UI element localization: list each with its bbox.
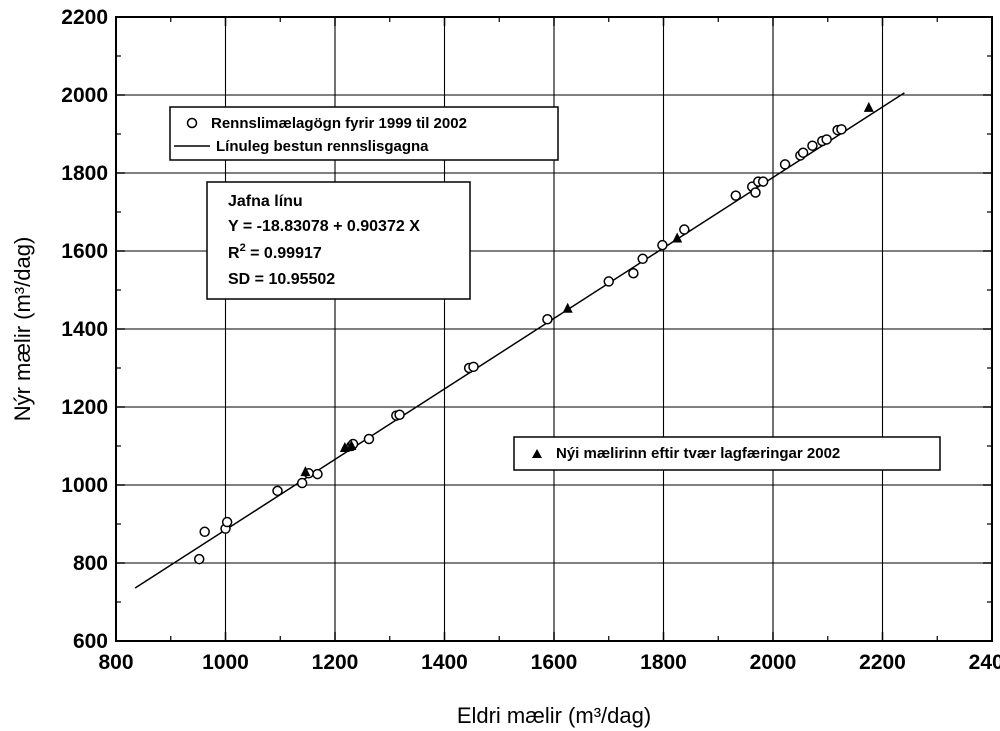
circle-data-point [657,239,668,251]
triangle-data-point [346,440,357,450]
data-points-layer [193,101,874,565]
x-tick-label: 2200 [859,651,906,674]
y-tick-label: 2000 [61,84,108,107]
filled-triangle-icon [532,449,542,458]
x-tick-label: 1400 [421,651,468,674]
legend-label-fit-line: Línuleg bestun rennslisgagna [216,138,429,155]
axis-tick-labels: 8001000120014001600180020002200240060080… [61,6,1000,674]
triangle-data-point [863,101,874,112]
triangle-data-point [300,466,311,477]
standard-deviation: SD = 10.95502 [228,271,335,288]
circle-data-point [363,433,375,445]
y-tick-label: 800 [73,552,108,575]
circle-data-point [730,190,742,201]
r-squared: R2 = 0.99917 [228,242,322,262]
y-tick-label: 1800 [61,162,108,185]
circle-data-point [272,485,283,497]
circle-data-point [679,224,690,235]
circle-data-point [542,314,553,325]
circle-data-point [637,253,648,265]
y-tick-label: 1200 [61,396,108,419]
y-axis-title: Nýr mælir (m³/dag) [10,237,35,422]
triangle-data-point [672,232,683,243]
circle-data-point [468,361,479,373]
x-tick-label: 800 [98,651,133,674]
circle-data-point [628,267,639,279]
axis-ticks [115,16,993,642]
x-tick-label: 1000 [202,651,249,674]
x-tick-label: 1200 [312,651,359,674]
equation-box: Jafna línu Y = -18.83078 + 0.90372 X R2 … [206,181,471,300]
x-tick-label: 1800 [640,651,687,674]
legend-box-primary: Rennslimælagögn fyrir 1999 til 2002 Línu… [169,106,559,161]
equation-line: Y = -18.83078 + 0.90372 X [228,218,420,235]
circle-data-point [757,176,769,187]
fit-line [134,92,905,589]
fit-line-layer [134,92,905,589]
y-tick-label: 1600 [61,240,108,263]
x-tick-label: 2000 [750,651,797,674]
circle-data-point [807,140,818,151]
circle-data-point [603,276,614,287]
y-tick-label: 2200 [61,6,108,29]
x-tick-label: 1600 [531,651,578,674]
y-tick-label: 600 [73,630,108,653]
x-axis-title: Eldri mælir (m³/dag) [457,703,651,728]
circle-data-point [193,553,205,565]
circle-data-point [221,516,233,528]
circle-data-point [797,147,809,158]
triangle-data-point [562,302,573,313]
circle-data-point [836,124,847,135]
equation-title: Jafna línu [228,193,303,210]
circle-data-point [394,409,405,421]
y-tick-label: 1400 [61,318,108,341]
legend-box-secondary: Nýi mælirinn eftir tvær lagfæringar 2002 [513,436,941,471]
legend-label-triangles: Nýi mælirinn eftir tvær lagfæringar 2002 [556,445,840,462]
circle-data-point [312,468,323,480]
x-tick-label: 2400 [969,651,1000,674]
y-tick-label: 1000 [61,474,108,497]
circle-data-point [821,134,832,145]
circle-data-point [199,526,210,538]
circle-data-point [779,159,791,170]
open-circle-icon [186,117,198,129]
circle-data-point [296,477,308,489]
circle-data-point [750,187,761,198]
legend-label-circles: Rennslimælagögn fyrir 1999 til 2002 [211,115,467,132]
